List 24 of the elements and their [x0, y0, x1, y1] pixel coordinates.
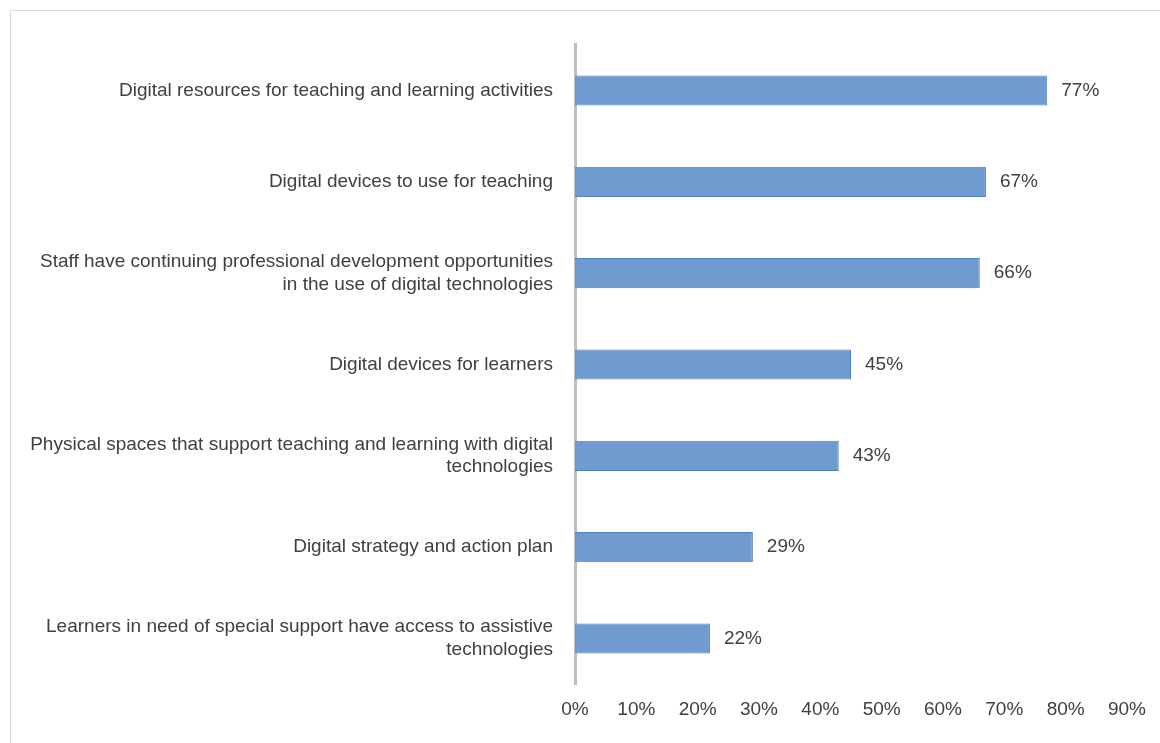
y-tick-label: Digital devices for learners [329, 352, 553, 374]
x-tick-label: 50% [862, 697, 901, 719]
y-tick-label: Digital devices to use for teaching [268, 170, 553, 192]
data-label: 67% [999, 170, 1039, 192]
x-tick-label: 70% [985, 697, 1024, 719]
data-label: 66% [993, 261, 1032, 283]
x-tick-label: 20% [678, 697, 717, 719]
data-label: 45% [864, 352, 904, 374]
x-tick-label: 90% [1107, 697, 1147, 719]
x-tick-label: 10% [617, 697, 656, 719]
x-tick-label: 40% [801, 697, 840, 719]
y-tick-label: Staff have continuing professional development opportunities in the use of digital technologies [40, 249, 553, 294]
data-label: 22% [723, 626, 763, 648]
x-tick-label: 30% [739, 697, 779, 719]
x-tick-label: 80% [1046, 697, 1085, 719]
data-label: 43% [852, 444, 891, 466]
x-tick-label: 0% [561, 697, 589, 719]
y-tick-label: Digital strategy and action plan [293, 535, 553, 557]
y-tick-label: Learners in need of special support have access to assistive technologies [46, 615, 553, 660]
data-label: 29% [766, 535, 805, 557]
y-tick-label: Physical spaces that support teaching and learning with digital technologies [30, 432, 553, 477]
data-label: 77% [1061, 78, 1100, 100]
x-tick-label: 60% [923, 697, 963, 719]
y-tick-label: Digital resources for teaching and learning activities [118, 78, 553, 100]
